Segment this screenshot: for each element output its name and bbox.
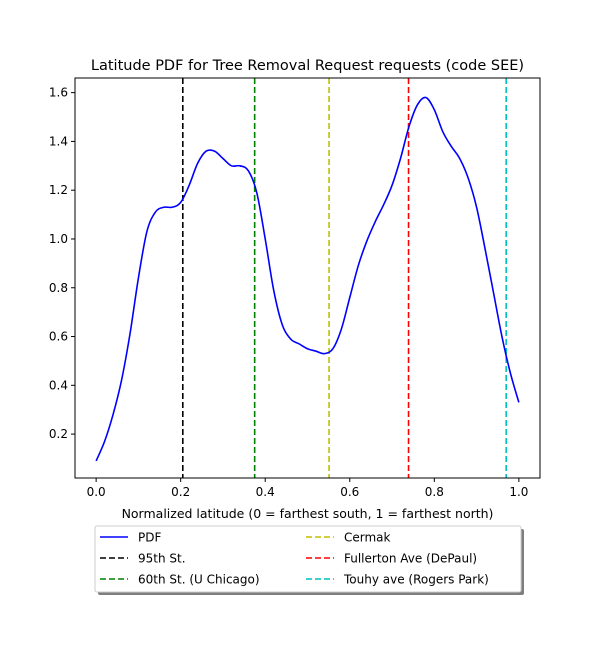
y-tick-label: 0.6 xyxy=(49,330,68,344)
legend-label: Touhy ave (Rogers Park) xyxy=(343,573,489,587)
x-tick-label: 0.4 xyxy=(256,485,275,499)
legend-label: 60th St. (U Chicago) xyxy=(138,573,260,587)
plot-frame xyxy=(74,77,541,479)
plot-area xyxy=(75,78,540,478)
y-tick-label: 0.4 xyxy=(49,378,68,392)
y-tick-label: 0.2 xyxy=(49,427,68,441)
legend-box xyxy=(94,525,522,593)
x-tick-label: 1.0 xyxy=(509,485,528,499)
x-tick-label: 0.6 xyxy=(340,485,359,499)
x-tick-label: 0.0 xyxy=(87,485,106,499)
x-axis-label: Normalized latitude (0 = farthest south,… xyxy=(122,506,494,521)
legend-label: Cermak xyxy=(344,531,391,545)
series-line-1 xyxy=(95,96,520,462)
x-tick-label: 0.2 xyxy=(171,485,190,499)
y-tick-label: 0.8 xyxy=(49,281,68,295)
y-tick-label: 1.6 xyxy=(49,86,68,100)
legend: PDF 95th St. 60th St. (U Chicago) Cermak Ful… xyxy=(94,525,524,595)
legend-label: Fullerton Ave (DePaul) xyxy=(344,552,477,566)
x-tick-label: 0.8 xyxy=(425,485,444,499)
y-tick-label: 1.2 xyxy=(49,183,68,197)
legend-label: PDF xyxy=(138,531,161,545)
chart-title: Latitude PDF for Tree Removal Request re… xyxy=(91,58,524,74)
legend-label: 95th St. xyxy=(138,552,186,566)
y-tick-label: 1.4 xyxy=(49,134,68,148)
y-tick-label: 1.0 xyxy=(49,232,68,246)
